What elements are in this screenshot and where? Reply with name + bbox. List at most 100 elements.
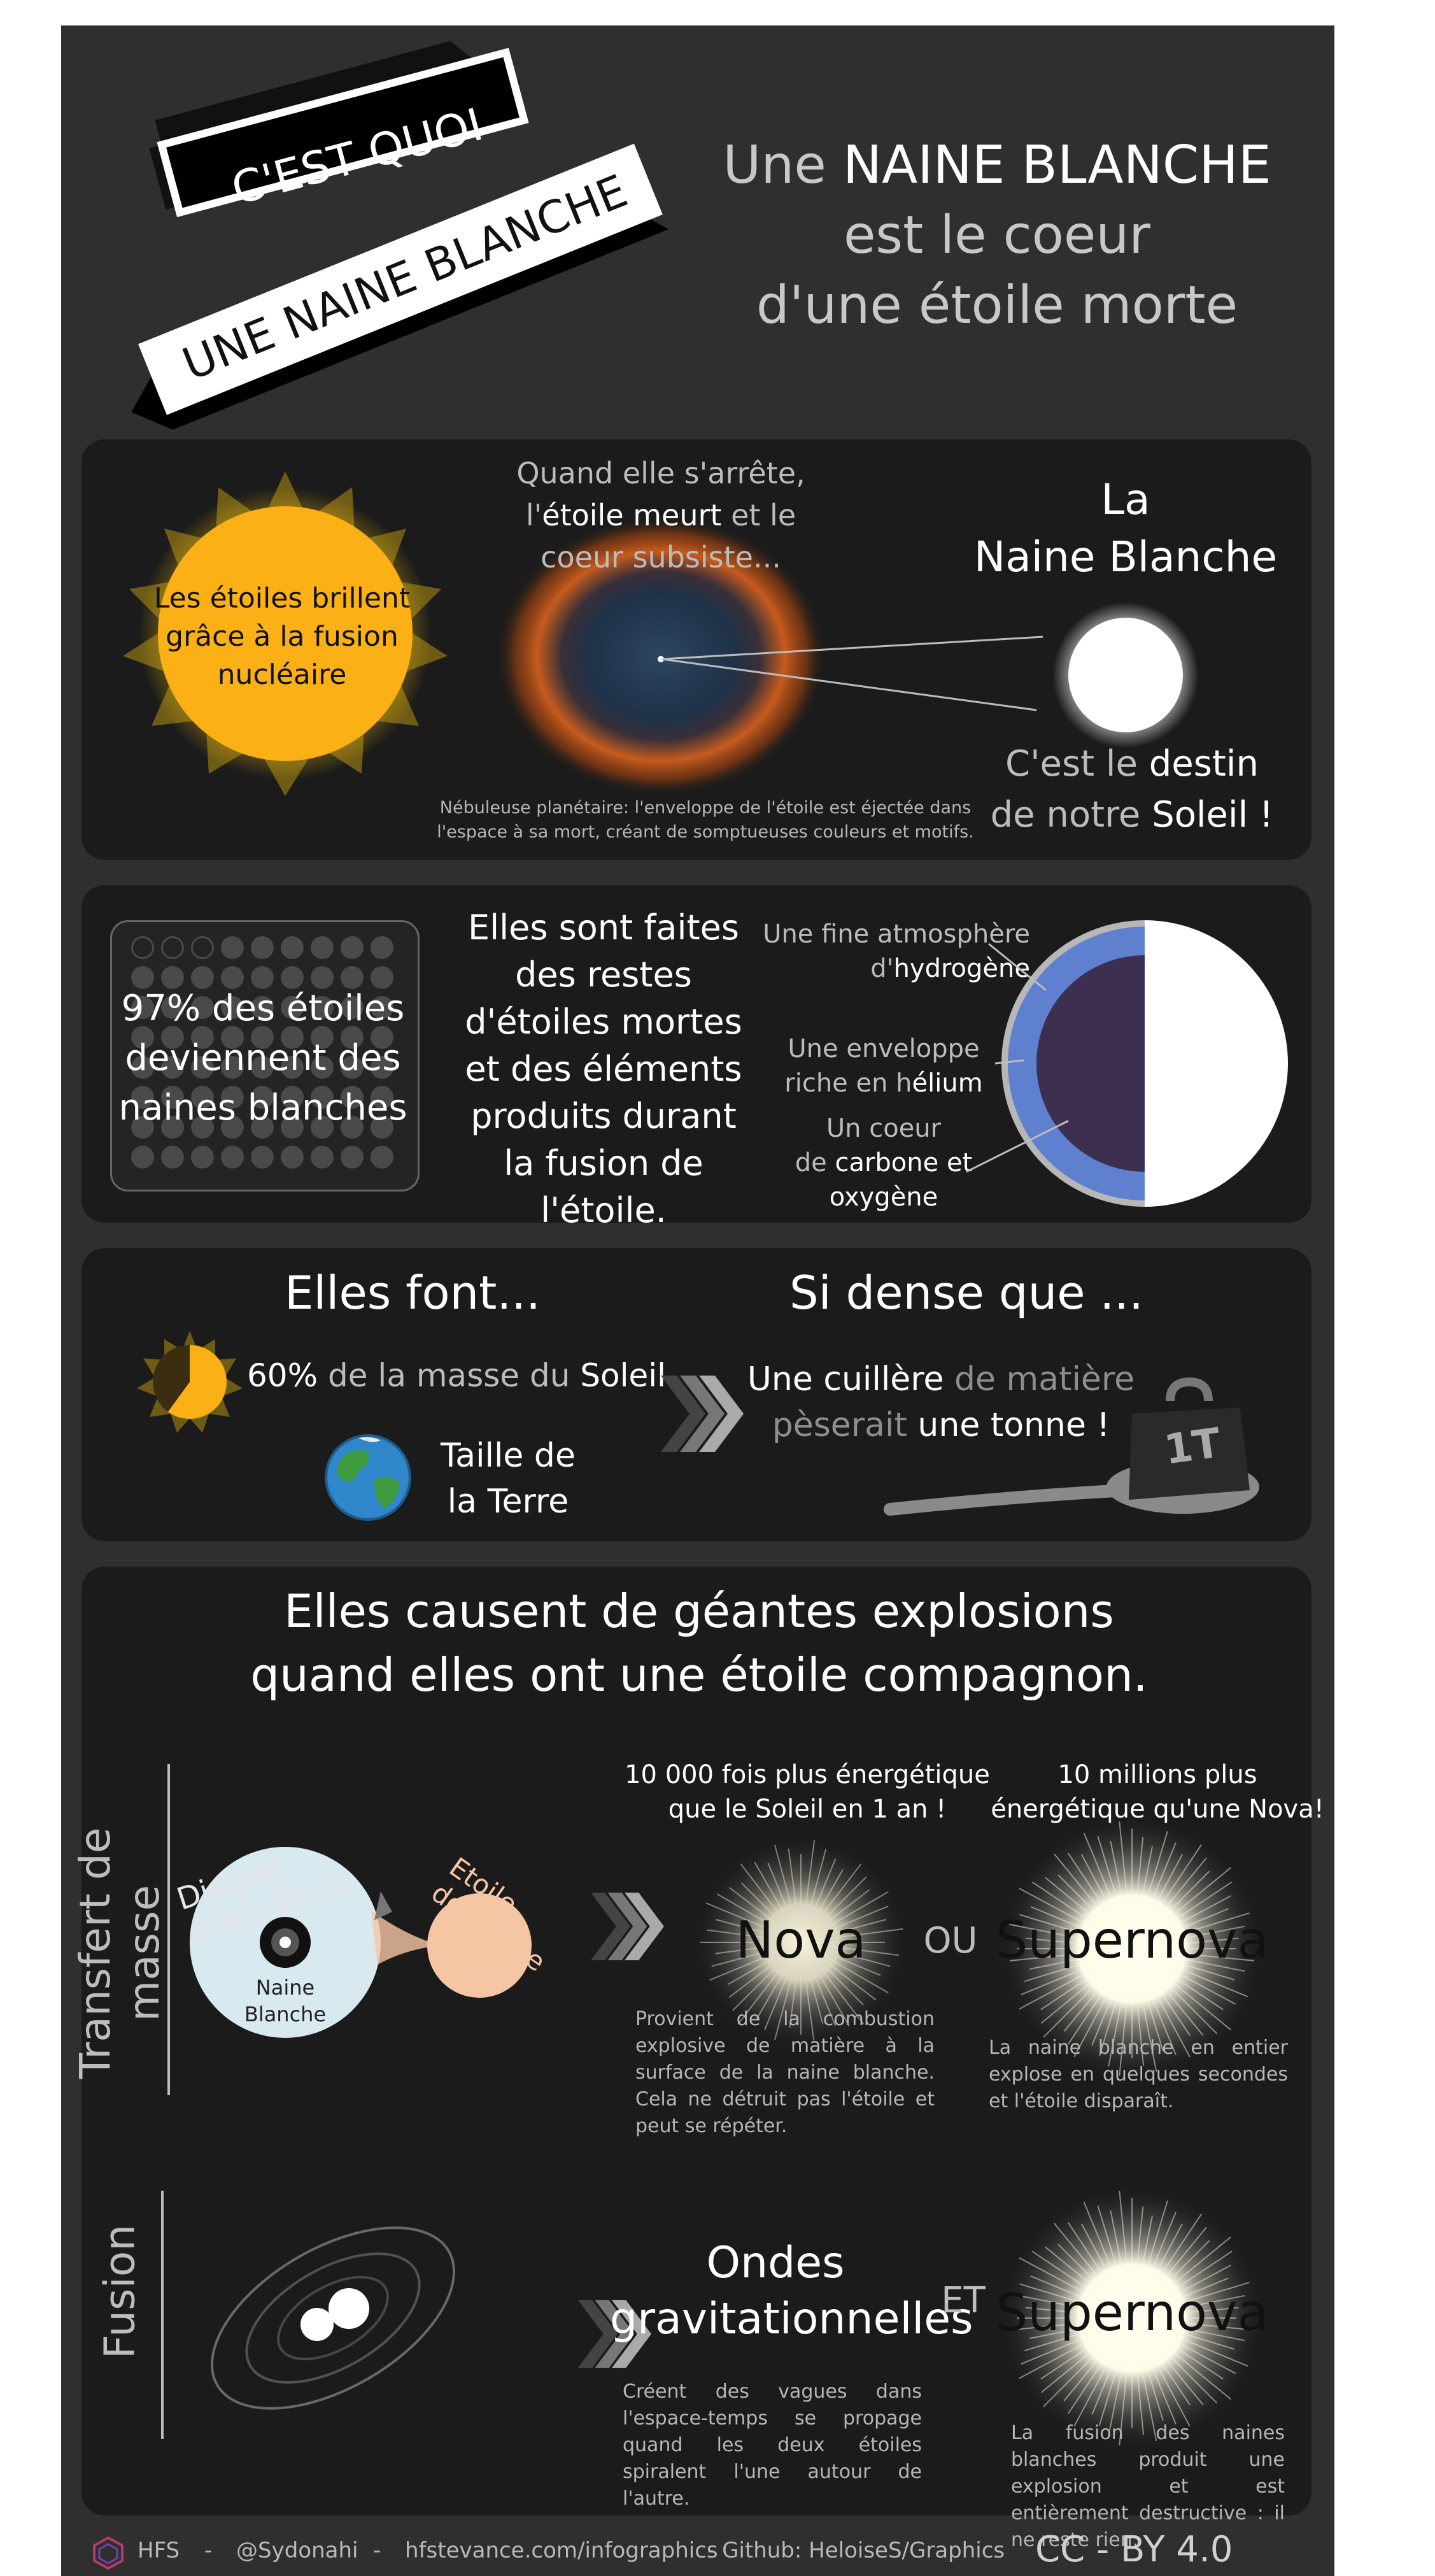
burst-ray: [1025, 2307, 1075, 2314]
burst-ray: [1024, 1965, 1078, 1982]
burst-ray: [1179, 2251, 1233, 2287]
burst-ray: [1179, 1881, 1233, 1918]
burst-ray: [1188, 2295, 1245, 2308]
dot-filled: [161, 1146, 184, 1169]
burst-ray: [1021, 1970, 1080, 1996]
burst-ray: [1119, 2190, 1128, 2261]
percent-text: 97% des étoiles deviennent des naines bl…: [118, 988, 407, 1128]
panel-mass-density: Elles font... 60% de la masse du Soleil …: [81, 1248, 1311, 1541]
dot-filled: [311, 1026, 334, 1049]
burst-ray: [1053, 2223, 1096, 2275]
burst-ray: [1188, 1959, 1245, 1972]
dot-filled: [191, 1056, 214, 1079]
nova-burst-icon: [693, 1834, 909, 2051]
chevrons-arrow-icon: [661, 1376, 744, 1452]
dot-filled: [311, 996, 334, 1019]
panel-explosions: Elles causent de géantes explosions quan…: [71, 1567, 1324, 2551]
footer-github-link[interactable]: - Github: HeloiseS/Graphics: [707, 2538, 1005, 2563]
burst-ray: [1168, 1992, 1204, 2036]
dot-filled: [311, 936, 334, 959]
dot-filled: [371, 1146, 393, 1169]
dot-filled: [251, 1026, 274, 1049]
dot-filled: [161, 966, 184, 989]
burst-ray: [1186, 1965, 1235, 1981]
burst-ray: [1008, 2293, 1076, 2308]
burst-ray: [1163, 1844, 1203, 1902]
dot-filled: [341, 996, 364, 1019]
burst-ray: [1073, 2368, 1106, 2427]
dot-filled: [281, 1056, 304, 1079]
dot-filled: [371, 1056, 393, 1079]
burst-ray: [1108, 2374, 1122, 2437]
burst-ray: [1148, 2372, 1164, 2421]
dot-filled: [191, 966, 214, 989]
burst-ray: [1175, 2354, 1231, 2400]
burst-ray: [1189, 2323, 1254, 2331]
supernova2-label: Supernova: [995, 2283, 1269, 2342]
burst-ray: [1057, 2244, 1092, 2279]
burst-ray: [1119, 2375, 1128, 2446]
pointer-lines: [661, 636, 1043, 711]
half-sun-icon: [137, 1331, 243, 1433]
burst-ray: [825, 1948, 891, 1967]
burst-ray: [788, 1848, 798, 1918]
dot-filled: [371, 996, 393, 1019]
footer-brand-link[interactable]: HFS: [138, 2538, 180, 2563]
burst-ray: [1184, 1908, 1229, 1928]
dot-filled: [131, 1086, 154, 1109]
dot-filled: [371, 1026, 393, 1049]
dot-filled: [251, 936, 274, 959]
dot-filled: [251, 1146, 274, 1169]
burst-ray: [1097, 2205, 1116, 2264]
burst-ray: [823, 1891, 889, 1930]
or-label: OU: [923, 1920, 978, 1961]
burst-ray: [1142, 2215, 1153, 2262]
dot-filled: [251, 966, 274, 989]
layer-envelope-label: Une enveloppe riche en hélium: [784, 1034, 983, 1098]
white-dwarf-cross-section: [966, 920, 1288, 1207]
burst-ray: [1031, 2251, 1085, 2287]
burst-ray: [1142, 2374, 1157, 2442]
burst-ray: [1158, 1998, 1191, 2058]
burst-ray: [1148, 2003, 1164, 2052]
dot-empty: [131, 936, 154, 959]
burst-ray: [1168, 2226, 1207, 2275]
burst-ray: [1029, 2328, 1076, 2339]
burst-ray: [728, 1957, 781, 1998]
burst-ray: [1063, 2361, 1096, 2402]
burst-ray: [1175, 1867, 1231, 1913]
mass-transfer-diagram: [190, 1847, 532, 2038]
burst-ray: [1097, 1836, 1116, 1895]
burst-ray: [1010, 2323, 1075, 2331]
burst-ray: [1045, 2246, 1089, 2282]
burst-ray: [1019, 1975, 1082, 2010]
burst-ray: [1188, 1925, 1245, 1939]
dot-filled: [281, 1116, 304, 1139]
dot-filled: [191, 1026, 214, 1049]
burst-ray: [1045, 1877, 1089, 1913]
dot-filled: [371, 1116, 393, 1139]
burst-ray: [1057, 1874, 1092, 1909]
burst-ray: [715, 1945, 776, 1954]
dot-filled: [131, 1146, 154, 1169]
dot-filled: [341, 1146, 364, 1169]
footer-handle-link[interactable]: @Sydonahi: [236, 2538, 358, 2563]
burst-ray: [826, 1945, 899, 1956]
side-label-transfer: Transfert de masse: [71, 1827, 169, 2079]
burst-ray: [813, 1869, 844, 1921]
supernova-description: La naine blanche en entier explose en qu…: [989, 2037, 1288, 2112]
burst-ray: [1080, 2223, 1106, 2268]
burst-ray: [816, 1962, 865, 2025]
burst-ray: [1010, 1953, 1075, 1961]
panel-stellar-death: Les étoiles brillent grâce à la fusion n…: [81, 439, 1311, 860]
burst-ray: [1119, 1821, 1128, 1892]
burst-ray: [821, 1889, 870, 1928]
dot-filled: [161, 1116, 184, 1139]
footer-site-link[interactable]: hfstevance.com/infographics: [405, 2538, 718, 2563]
burst-ray: [717, 1893, 779, 1930]
burst-ray: [1189, 1937, 1239, 1944]
burst-ray: [728, 1886, 781, 1928]
density-title: Si dense que ...: [789, 1266, 1144, 1320]
dot-filled: [341, 1026, 364, 1049]
burst-ray: [1188, 2328, 1245, 2342]
